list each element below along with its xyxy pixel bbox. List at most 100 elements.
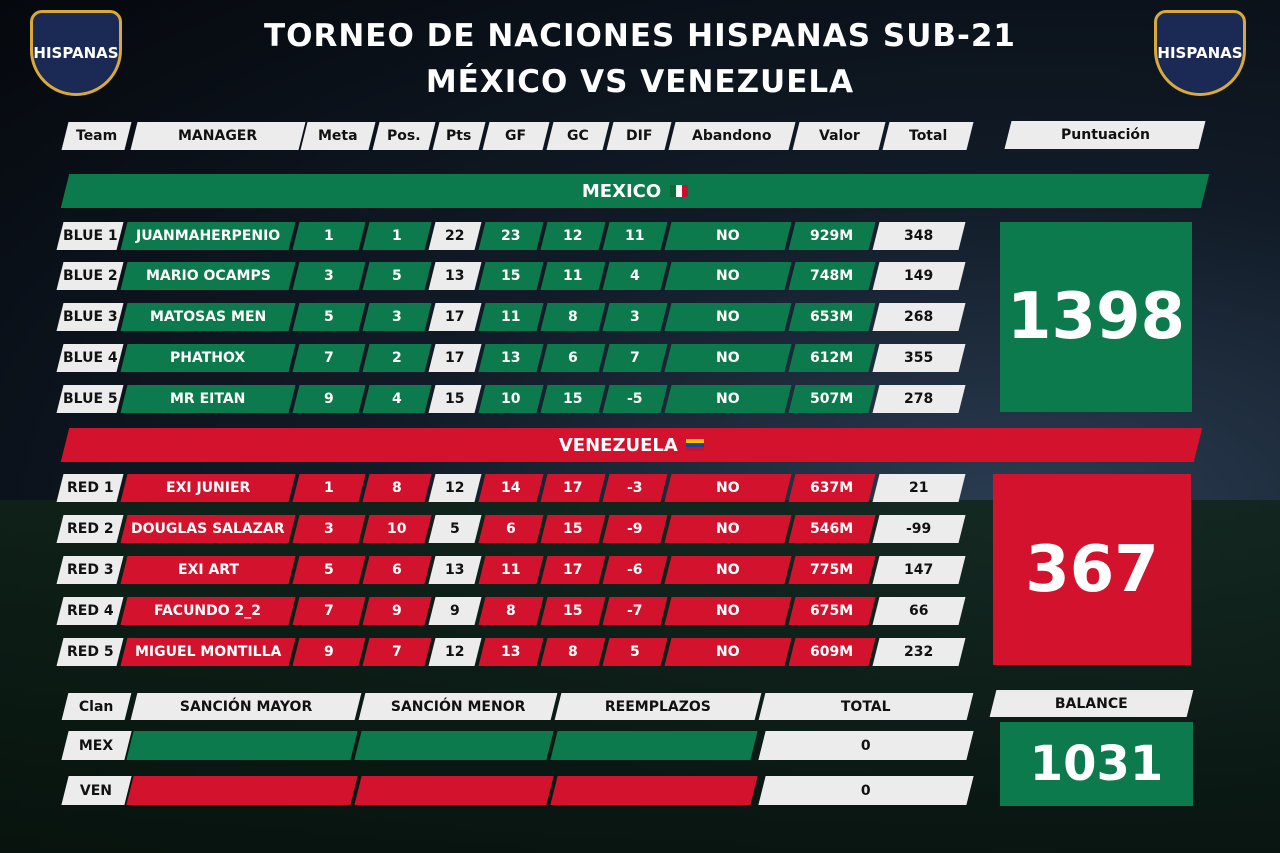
table-cell-text: 7 [630,350,640,366]
column-header: GC [546,122,610,150]
column-header-text: Valor [818,128,860,144]
table-cell-text: RED 5 [66,644,114,660]
table-cell: 14 [478,474,544,502]
table-cell-text: JUANMAHERPENIO [135,228,281,244]
table-cell: 929M [788,222,876,250]
table-cell: 1 [362,222,432,250]
table-cell: 17 [540,474,606,502]
table-cell: 748M [788,262,876,290]
table-cell-text: NO [716,603,740,619]
table-cell-text: 4 [392,391,402,407]
table-cell: 10 [478,385,544,413]
team-banner: VENEZUELA [60,428,1203,462]
sanction-cell [126,776,358,805]
table-cell-text: 10 [387,521,407,537]
column-header: MANAGER [130,122,306,150]
table-cell-text: 5 [630,644,640,660]
column-header: DIF [606,122,672,150]
table-cell: 675M [788,597,876,625]
team-banner: MEXICO [60,174,1210,208]
sanction-cell [550,731,758,760]
table-cell: 5 [428,515,482,543]
table-cell: MR EITAN [120,385,296,413]
table-cell: 775M [788,556,876,584]
table-cell-text: 17 [445,309,465,325]
sanction-header: TOTAL [758,693,974,720]
table-cell-text: 8 [568,644,578,660]
table-cell-text: RED 1 [66,480,114,496]
flag [669,185,688,197]
table-cell: 17 [428,344,482,372]
table-cell-text: 7 [324,350,334,366]
table-cell-text: NO [716,228,740,244]
team-score-text: 367 [1025,532,1159,607]
table-cell: 5 [602,638,668,666]
table-cell-text: 15 [563,391,583,407]
table-cell-text: 278 [904,391,934,407]
table-cell: 21 [872,474,966,502]
table-cell: 15 [540,597,606,625]
team-banner-text: MEXICO [582,180,662,202]
table-cell-text: 348 [904,228,934,244]
column-header-text: Pts [446,128,472,144]
table-cell: 232 [872,638,966,666]
total-cell-text: 0 [861,737,871,754]
table-cell: 17 [428,303,482,331]
table-cell-text: NO [716,562,740,578]
table-cell-text: 775M [810,562,854,578]
table-cell: 268 [872,303,966,331]
logo: HISPANAS [30,10,122,96]
sanction-cell [126,731,358,760]
total-cell-text: 0 [861,782,871,799]
table-cell: -99 [872,515,966,543]
table-cell-text: 147 [904,562,934,578]
table-cell-text: 7 [324,603,334,619]
table-cell-text: 612M [810,350,854,366]
table-cell: NO [664,222,792,250]
table-cell-text: -7 [627,603,643,619]
table-cell: 5 [362,262,432,290]
table-cell-text: 11 [625,228,645,244]
total-cell: 0 [758,731,974,760]
table-cell: 7 [362,638,432,666]
table-cell-text: MARIO OCAMPS [145,268,271,284]
table-cell: 15 [428,385,482,413]
table-cell: 149 [872,262,966,290]
table-cell: 8 [540,638,606,666]
table-cell: 7 [292,597,366,625]
table-cell-text: PHATHOX [170,350,246,366]
table-cell: 7 [292,344,366,372]
table-cell-text: 3 [324,521,334,537]
table-cell-text: EXI ART [177,562,239,578]
table-cell: 278 [872,385,966,413]
table-cell-text: 22 [445,228,465,244]
table-cell-text: 12 [445,480,465,496]
table-cell: 8 [540,303,606,331]
table-cell: 3 [292,262,366,290]
table-cell: 15 [540,515,606,543]
table-cell-text: 23 [501,228,521,244]
table-cell-text: 609M [810,644,854,660]
table-cell: 4 [362,385,432,413]
clan-cell-text: MEX [79,737,114,754]
table-cell: -9 [602,515,668,543]
sanction-header-text: REEMPLAZOS [605,698,711,715]
table-cell-text: NO [716,521,740,537]
table-cell: NO [664,474,792,502]
table-cell-text: 4 [630,268,640,284]
table-cell: 355 [872,344,966,372]
table-cell: 11 [478,303,544,331]
table-cell-text: 1 [392,228,402,244]
table-cell-text: 12 [563,228,583,244]
column-header: Pos. [372,122,436,150]
table-cell: RED 5 [56,638,124,666]
table-cell-text: 7 [392,644,402,660]
table-cell: 23 [478,222,544,250]
table-cell: DOUGLAS SALAZAR [120,515,296,543]
table-cell-text: 10 [501,391,521,407]
balance-value-text: 1031 [1029,736,1164,792]
table-cell-text: 15 [563,521,583,537]
table-cell: NO [664,385,792,413]
sanction-cell [354,731,554,760]
